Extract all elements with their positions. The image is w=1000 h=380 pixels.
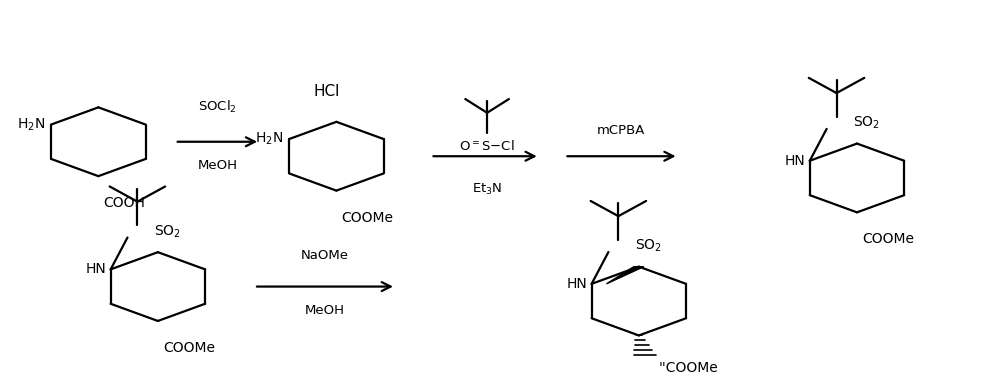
Text: COOMe: COOMe <box>862 232 914 246</box>
Text: COOH: COOH <box>103 196 145 210</box>
Text: COOMe: COOMe <box>163 341 215 355</box>
Text: SO$_2$: SO$_2$ <box>853 114 880 131</box>
Text: MeOH: MeOH <box>197 159 237 172</box>
Text: MeOH: MeOH <box>304 304 344 317</box>
Text: HN: HN <box>785 154 806 168</box>
Text: SO$_2$: SO$_2$ <box>635 238 662 254</box>
Text: HN: HN <box>86 262 107 276</box>
Text: SO$_2$: SO$_2$ <box>154 223 181 239</box>
Text: SOCl$_2$: SOCl$_2$ <box>198 99 237 116</box>
Text: COOMe: COOMe <box>341 211 393 225</box>
Text: ''COOMe: ''COOMe <box>659 361 718 375</box>
Text: HN: HN <box>567 277 588 291</box>
Text: H$_2$N: H$_2$N <box>255 131 283 147</box>
Polygon shape <box>606 267 644 284</box>
Text: O$^=$S$\mathsf{-}$Cl: O$^=$S$\mathsf{-}$Cl <box>459 139 515 153</box>
Text: HCl: HCl <box>313 84 340 98</box>
Text: H$_2$N: H$_2$N <box>17 116 45 133</box>
Text: NaOMe: NaOMe <box>300 249 348 262</box>
Text: mCPBA: mCPBA <box>597 124 645 138</box>
Text: Et$_3$N: Et$_3$N <box>472 182 502 197</box>
